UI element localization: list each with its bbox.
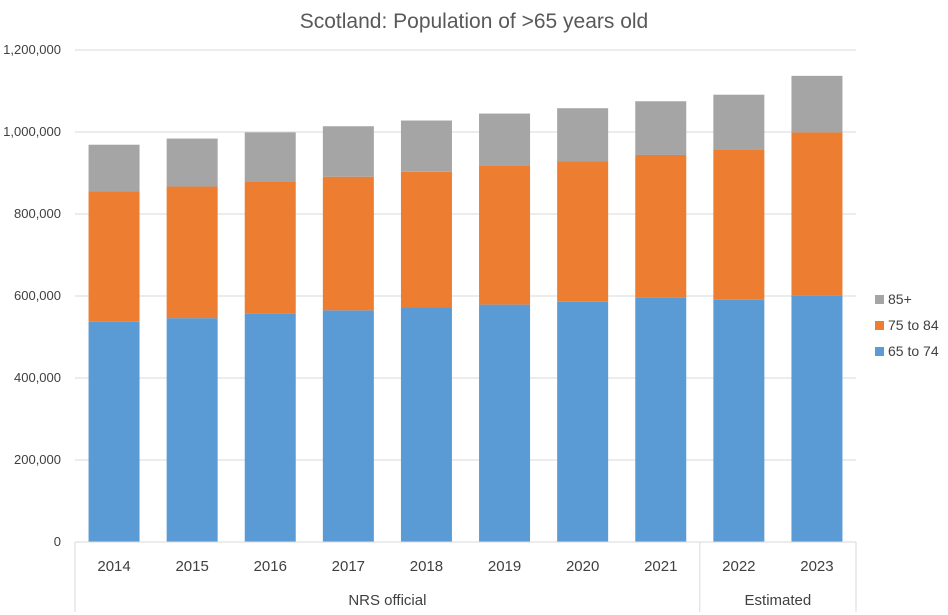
- bar-segment: [166, 186, 218, 319]
- legend-label: 75 to 84: [888, 317, 939, 333]
- bar-segment: [88, 321, 140, 542]
- x-tick-label: 2021: [644, 558, 677, 575]
- bar-segment: [322, 176, 374, 311]
- x-tick-label: 2018: [410, 558, 443, 575]
- y-tick-label: 200,000: [14, 452, 61, 467]
- x-tick-label: 2023: [800, 558, 833, 575]
- y-axis-tick-labels: 0 200,000 400,000 600,000 800,000 1,000,000 1,…: [3, 42, 61, 549]
- x-tick-label: 2019: [488, 558, 521, 575]
- legend: 85+ 75 to 84 65 to 74: [875, 291, 939, 359]
- y-tick-label: 800,000: [14, 206, 61, 221]
- x-tick-label: 2015: [175, 558, 208, 575]
- bar-segment: [557, 161, 609, 302]
- y-tick-label: 1,200,000: [3, 42, 61, 57]
- bar-segment: [322, 126, 374, 177]
- legend-swatch: [875, 295, 884, 304]
- bar-segment: [244, 132, 296, 182]
- x-group-label: NRS official: [348, 592, 426, 609]
- legend-label: 65 to 74: [888, 343, 939, 359]
- chart-title: Scotland: Population of >65 years old: [300, 10, 649, 33]
- y-tick-label: 1,000,000: [3, 124, 61, 139]
- x-tick-label: 2017: [332, 558, 365, 575]
- x-tick-label: 2022: [722, 558, 755, 575]
- bar-segment: [400, 307, 452, 542]
- bar-segment: [635, 154, 687, 298]
- legend-label: 85+: [888, 291, 912, 307]
- bar-segment: [400, 171, 452, 308]
- y-tick-label: 0: [54, 534, 61, 549]
- bar-segment: [635, 101, 687, 155]
- bar-segment: [557, 108, 609, 162]
- bar-segment: [479, 113, 531, 166]
- y-tick-label: 600,000: [14, 288, 61, 303]
- x-tick-label: 2020: [566, 558, 599, 575]
- x-tick-label: 2016: [254, 558, 287, 575]
- bar-segment: [322, 310, 374, 542]
- bars: [88, 75, 843, 542]
- bar-segment: [557, 301, 609, 542]
- legend-swatch: [875, 321, 884, 330]
- x-axis: 2014 2015 2016 2017 2018 2019 2020 2021 2022 2023…: [74, 541, 857, 612]
- bar-segment: [244, 313, 296, 542]
- bar-segment: [635, 297, 687, 542]
- bar-segment: [713, 149, 765, 300]
- y-tick-label: 400,000: [14, 370, 61, 385]
- bar-segment: [166, 138, 218, 187]
- bar-segment: [479, 165, 531, 305]
- bar-segment: [713, 299, 765, 542]
- bar-segment: [479, 304, 531, 542]
- bar-segment: [791, 295, 843, 542]
- bar-segment: [166, 318, 218, 542]
- bar-segment: [791, 132, 843, 296]
- x-tick-label: 2014: [97, 558, 130, 575]
- bar-segment: [713, 94, 765, 150]
- bar-segment: [791, 75, 843, 133]
- legend-swatch: [875, 347, 884, 356]
- bar-segment: [244, 181, 296, 314]
- bar-segment: [88, 191, 140, 322]
- x-group-label: Estimated: [745, 592, 812, 609]
- bar-segment: [88, 144, 140, 192]
- bar-segment: [400, 120, 452, 172]
